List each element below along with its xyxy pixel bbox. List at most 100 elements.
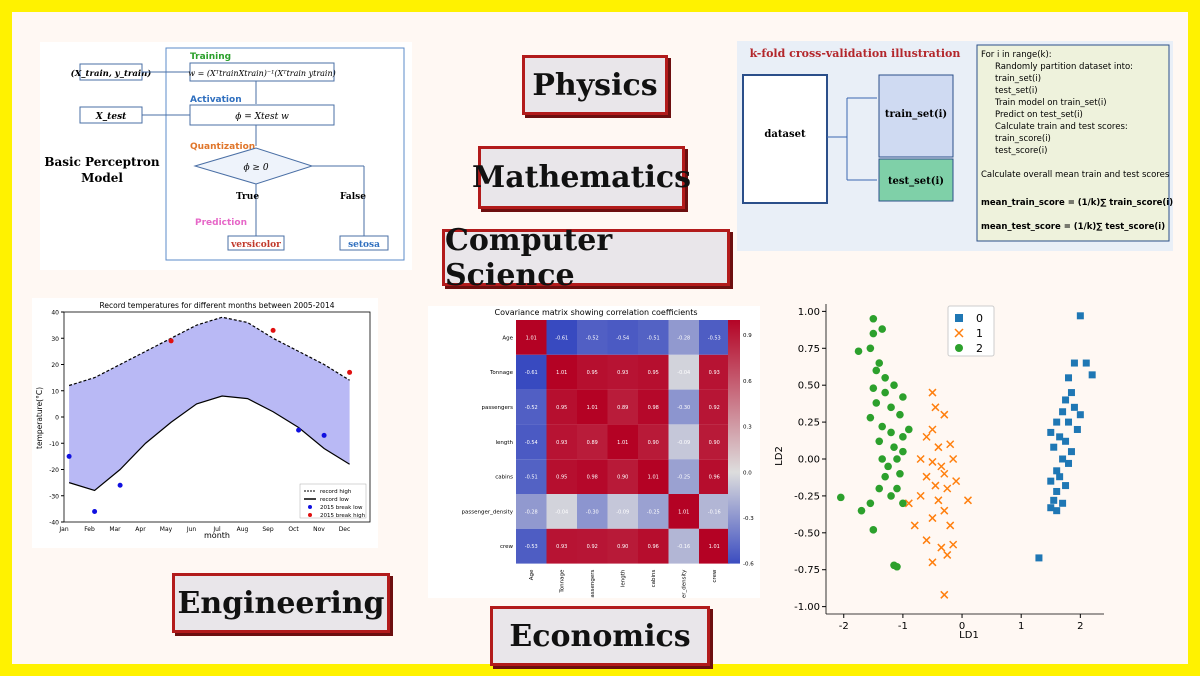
lda-point-class-1 bbox=[937, 462, 946, 471]
temp-y-tick: -20 bbox=[49, 467, 59, 474]
lda-point-class-0 bbox=[1047, 428, 1055, 436]
heatmap-cell bbox=[546, 494, 577, 529]
temp-y-tick: 30 bbox=[51, 336, 59, 343]
heatmap-cell-value: 0.92 bbox=[709, 405, 720, 411]
lda-point-class-2 bbox=[875, 359, 884, 367]
stage-prediction: Prediction bbox=[195, 218, 247, 228]
lda-point-class-1 bbox=[963, 496, 972, 505]
lda-point-class-2 bbox=[899, 447, 907, 456]
heatmap-row-label: cabins bbox=[495, 475, 513, 481]
kfold-code: For i in range(k): Randomly partition dat… bbox=[981, 50, 1173, 232]
record-high-line bbox=[68, 316, 350, 387]
break-low-point bbox=[117, 482, 123, 488]
lda-point-class-0 bbox=[1076, 312, 1084, 320]
lda-point-class-1 bbox=[934, 443, 943, 452]
heatmap-cell bbox=[577, 494, 608, 529]
heatmap-cell bbox=[546, 354, 577, 390]
temp-y-tick: 40 bbox=[51, 310, 59, 317]
heatmap-cell bbox=[546, 424, 577, 460]
heatmap-cell-value: -0.61 bbox=[555, 335, 568, 341]
lda-point-class-2 bbox=[878, 455, 886, 463]
lda-point-class-0 bbox=[1047, 504, 1055, 512]
kfold-code-line: train_score(i) bbox=[995, 134, 1051, 144]
input-test: X_test bbox=[95, 112, 127, 122]
temp-x-tick: Jul bbox=[212, 526, 221, 533]
perceptron-diagram: Basic Perceptron Model (X_train, y_train… bbox=[40, 42, 412, 270]
heatmap-cell bbox=[577, 389, 608, 425]
lda-xlabel: LD1 bbox=[959, 630, 979, 641]
heatmap-cell bbox=[668, 459, 699, 494]
heatmap-cell bbox=[699, 320, 730, 355]
lda-point-class-1 bbox=[940, 590, 949, 599]
lda-y-tick: -0.50 bbox=[794, 528, 820, 539]
kfold-code-line: Calculate train and test scores: bbox=[995, 122, 1128, 132]
label-physics: Physics bbox=[522, 55, 668, 115]
test-set-label: test_set(i) bbox=[888, 176, 944, 187]
record-low-line bbox=[68, 395, 350, 492]
heatmap-col-label: passenger_density bbox=[682, 569, 688, 598]
lda-legend-label: 1 bbox=[976, 327, 983, 340]
heatmap-cell bbox=[699, 424, 730, 460]
temp-y-tick: 0 bbox=[55, 415, 59, 422]
lda-x-tick: 2 bbox=[1077, 621, 1083, 632]
dataset-box: dataset bbox=[764, 129, 806, 140]
heatmap-cell bbox=[516, 424, 547, 460]
temp-legend-label: 2015 break low bbox=[320, 505, 363, 511]
kfold-code-line: Randomly partition dataset into: bbox=[995, 62, 1133, 72]
lda-point-class-1 bbox=[943, 550, 952, 559]
heatmap-cell bbox=[607, 494, 638, 529]
heatmap-cell bbox=[516, 354, 547, 390]
lda-point-class-1 bbox=[949, 454, 958, 464]
break-low-point bbox=[321, 432, 327, 438]
lda-legend-label: 2 bbox=[976, 342, 983, 355]
lda-point-class-2 bbox=[854, 347, 863, 356]
heatmap-col-label: length bbox=[621, 569, 627, 587]
heatmap-cell bbox=[577, 459, 608, 494]
lda-point-class-1 bbox=[904, 499, 913, 508]
lda-point-class-1 bbox=[928, 457, 937, 466]
heatmap-row-label: crew bbox=[500, 544, 514, 550]
heatmap-title: Covariance matrix showing correlation co… bbox=[494, 308, 697, 317]
heatmap-cell-value: 1.01 bbox=[709, 544, 720, 550]
kfold-diagram: k-fold cross-validation illustration dat… bbox=[737, 41, 1173, 251]
heatmap-cell-value: -0.52 bbox=[525, 405, 538, 411]
lda-point-class-2 bbox=[890, 381, 898, 389]
label-economics: Economics bbox=[490, 606, 710, 666]
heatmap-cell-value: -0.09 bbox=[616, 509, 629, 515]
output-false: setosa bbox=[348, 240, 380, 250]
lda-point-class-1 bbox=[940, 410, 949, 419]
lda-point-class-1 bbox=[928, 514, 937, 523]
lda-point-class-2 bbox=[875, 484, 884, 493]
heatmap-cell-value: 0.92 bbox=[587, 544, 598, 550]
heatmap-cell bbox=[546, 320, 577, 355]
temp-x-tick: Jun bbox=[186, 526, 197, 533]
kfold-code-line: mean_train_score = (1/k)∑ train_score(i) bbox=[981, 198, 1173, 208]
heatmap-chart: Covariance matrix showing correlation co… bbox=[428, 306, 760, 621]
temp-range-fill bbox=[69, 317, 350, 491]
heatmap-col-label: Tonnage bbox=[560, 569, 566, 594]
break-high-point bbox=[270, 327, 276, 333]
temp-y-tick: -10 bbox=[49, 441, 59, 448]
heatmap-cell bbox=[607, 389, 638, 425]
lda-point-class-0 bbox=[1070, 359, 1078, 367]
heatmap-cell bbox=[699, 389, 730, 425]
break-high-point bbox=[347, 369, 353, 375]
heatmap-cell bbox=[516, 389, 547, 425]
stage-quantization: Quantization bbox=[190, 142, 255, 152]
lda-point-class-2 bbox=[869, 526, 878, 534]
temp-x-tick: Aug bbox=[237, 526, 249, 533]
kfold-title: k-fold cross-validation illustration bbox=[750, 47, 961, 60]
heatmap-cell bbox=[546, 459, 577, 494]
heatmap-row-label: passengers bbox=[482, 405, 514, 411]
temp-xlabel: month bbox=[204, 531, 230, 540]
lda-point-class-2 bbox=[899, 433, 907, 441]
lda-point-class-2 bbox=[872, 366, 881, 375]
lda-point-class-0 bbox=[1062, 482, 1070, 490]
lda-point-class-2 bbox=[893, 455, 901, 463]
heatmap-cell-value: -0.09 bbox=[677, 440, 690, 446]
kfold-code-line: Calculate overall mean train and test sc… bbox=[981, 170, 1170, 180]
heatmap-cell bbox=[638, 424, 669, 460]
heatmap-cell-value: -0.30 bbox=[586, 509, 599, 515]
temp-x-tick: Feb bbox=[84, 526, 95, 533]
heatmap-cell-value: -0.53 bbox=[525, 544, 538, 550]
